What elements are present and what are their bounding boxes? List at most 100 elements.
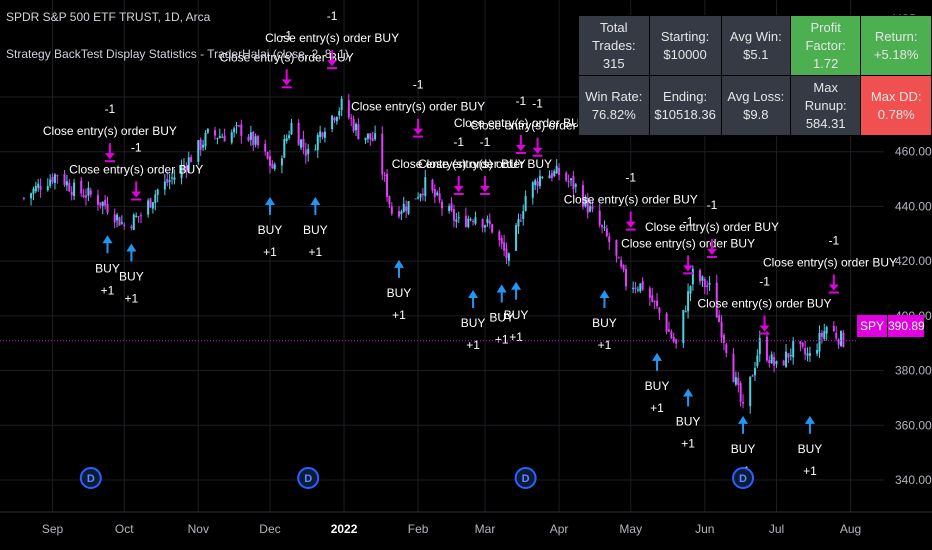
candle-body — [450, 203, 453, 211]
dividend-icon — [79, 467, 102, 489]
candle-body — [622, 265, 625, 270]
candle-body — [350, 117, 353, 119]
candle-body — [22, 197, 25, 199]
candle-body — [818, 333, 821, 352]
buy-arrow-head — [102, 235, 113, 244]
close-arrow-head — [828, 284, 839, 291]
candle-body — [374, 133, 377, 140]
buy-label: BUY — [645, 379, 670, 393]
stat-cell: Profit Factor: 1.72 — [790, 15, 862, 76]
candle-body — [118, 217, 121, 226]
stat-value: 315 — [602, 55, 625, 71]
stat-label: Win Rate: — [585, 88, 643, 104]
close-qty: -1 — [327, 9, 338, 23]
buy-label: BUY — [387, 286, 412, 300]
close-label: Close entry(s) order BUY — [69, 162, 203, 176]
candle-body — [703, 279, 706, 288]
candle-body — [304, 149, 307, 156]
candle-body — [768, 360, 771, 364]
close-qty: -1 — [131, 140, 142, 154]
candle-body — [558, 167, 561, 175]
buy-label: BUY — [461, 316, 486, 330]
candle-body — [722, 335, 725, 343]
candle-body — [130, 226, 133, 229]
stat-label: Profit Factor: — [805, 19, 846, 53]
candle-body — [85, 195, 88, 198]
candle-body — [765, 336, 768, 361]
candle-body — [725, 344, 728, 353]
candle-body — [787, 353, 790, 358]
candle-body — [756, 355, 759, 367]
buy-qty: +1 — [495, 333, 509, 347]
buy-label: BUY — [303, 223, 328, 237]
candle-body — [789, 355, 792, 357]
strategy-stats-table: Total Trades: 315 Starting: $10000 Avg Win: $… — [578, 15, 932, 136]
close-arrow-head — [281, 79, 292, 86]
close-label: Close entry(s) order BUY — [351, 100, 485, 114]
buy-arrow-head — [804, 415, 815, 424]
candle-body — [73, 182, 76, 197]
candle-body — [104, 199, 107, 206]
candle-body — [500, 238, 503, 244]
candle-body — [839, 331, 842, 346]
buy-qty: +1 — [125, 291, 139, 305]
candle-body — [323, 131, 326, 138]
last-price-symbol: SPY — [857, 315, 887, 337]
close-label: Close entry(s) order BUY — [43, 124, 177, 138]
candle-body — [684, 311, 687, 313]
y-tick-label: 460.00 — [895, 145, 932, 159]
candle-body — [550, 172, 553, 179]
y-tick-label: 420.00 — [895, 254, 932, 268]
stat-label: Total Trades: — [591, 19, 636, 53]
candle-body — [572, 176, 575, 190]
close-label: Close entry(s) order BUY — [418, 157, 552, 171]
candle-body — [223, 135, 226, 142]
buy-qty: +1 — [598, 338, 612, 352]
candle-body — [214, 130, 217, 136]
stat-value: $10000 — [663, 46, 707, 62]
close-arrow-head — [706, 248, 717, 255]
close-label: Close entry(s) order BUY — [763, 256, 897, 270]
close-arrow-head — [515, 144, 526, 151]
stat-label: Avg Win: — [729, 28, 782, 44]
candle-body — [801, 342, 804, 347]
candle-body — [605, 228, 608, 237]
candle-body — [634, 287, 637, 289]
candle-body — [335, 117, 338, 122]
candle-body — [507, 253, 510, 261]
candle-body — [835, 332, 838, 339]
candle-body — [570, 178, 573, 181]
candle-body — [366, 133, 369, 139]
y-tick-label: 360.00 — [895, 418, 932, 432]
candle-body — [197, 140, 200, 163]
candle-body — [548, 175, 551, 179]
x-tick-label: Aug — [840, 522, 861, 536]
candlesticks — [22, 93, 845, 414]
candle-body — [137, 216, 140, 218]
candle-body — [230, 132, 233, 143]
candle-body — [498, 231, 501, 241]
buy-arrow-head — [683, 388, 694, 397]
dividend-icon-letter: D — [739, 473, 747, 485]
close-arrow-head — [413, 128, 424, 135]
candle-body — [235, 125, 238, 127]
candle-body — [166, 178, 169, 183]
candle-body — [180, 165, 183, 178]
candle-body — [785, 351, 788, 367]
candle-body — [268, 156, 271, 166]
candle-body — [252, 131, 255, 146]
x-tick-label: Nov — [188, 522, 209, 536]
stat-cell: Starting: $10000 — [648, 15, 722, 76]
candle-body — [503, 242, 506, 251]
candle-body — [82, 194, 85, 198]
close-arrow-head — [759, 325, 770, 332]
close-label: Close entry(s) order BUY — [564, 193, 698, 207]
last-price-tag: SPY 390.89 — [857, 315, 925, 337]
candle-body — [199, 139, 202, 150]
candle-body — [641, 280, 644, 290]
candle-body — [56, 175, 59, 177]
candle-body — [297, 123, 300, 146]
candle-body — [706, 285, 709, 287]
candle-body — [371, 138, 374, 141]
